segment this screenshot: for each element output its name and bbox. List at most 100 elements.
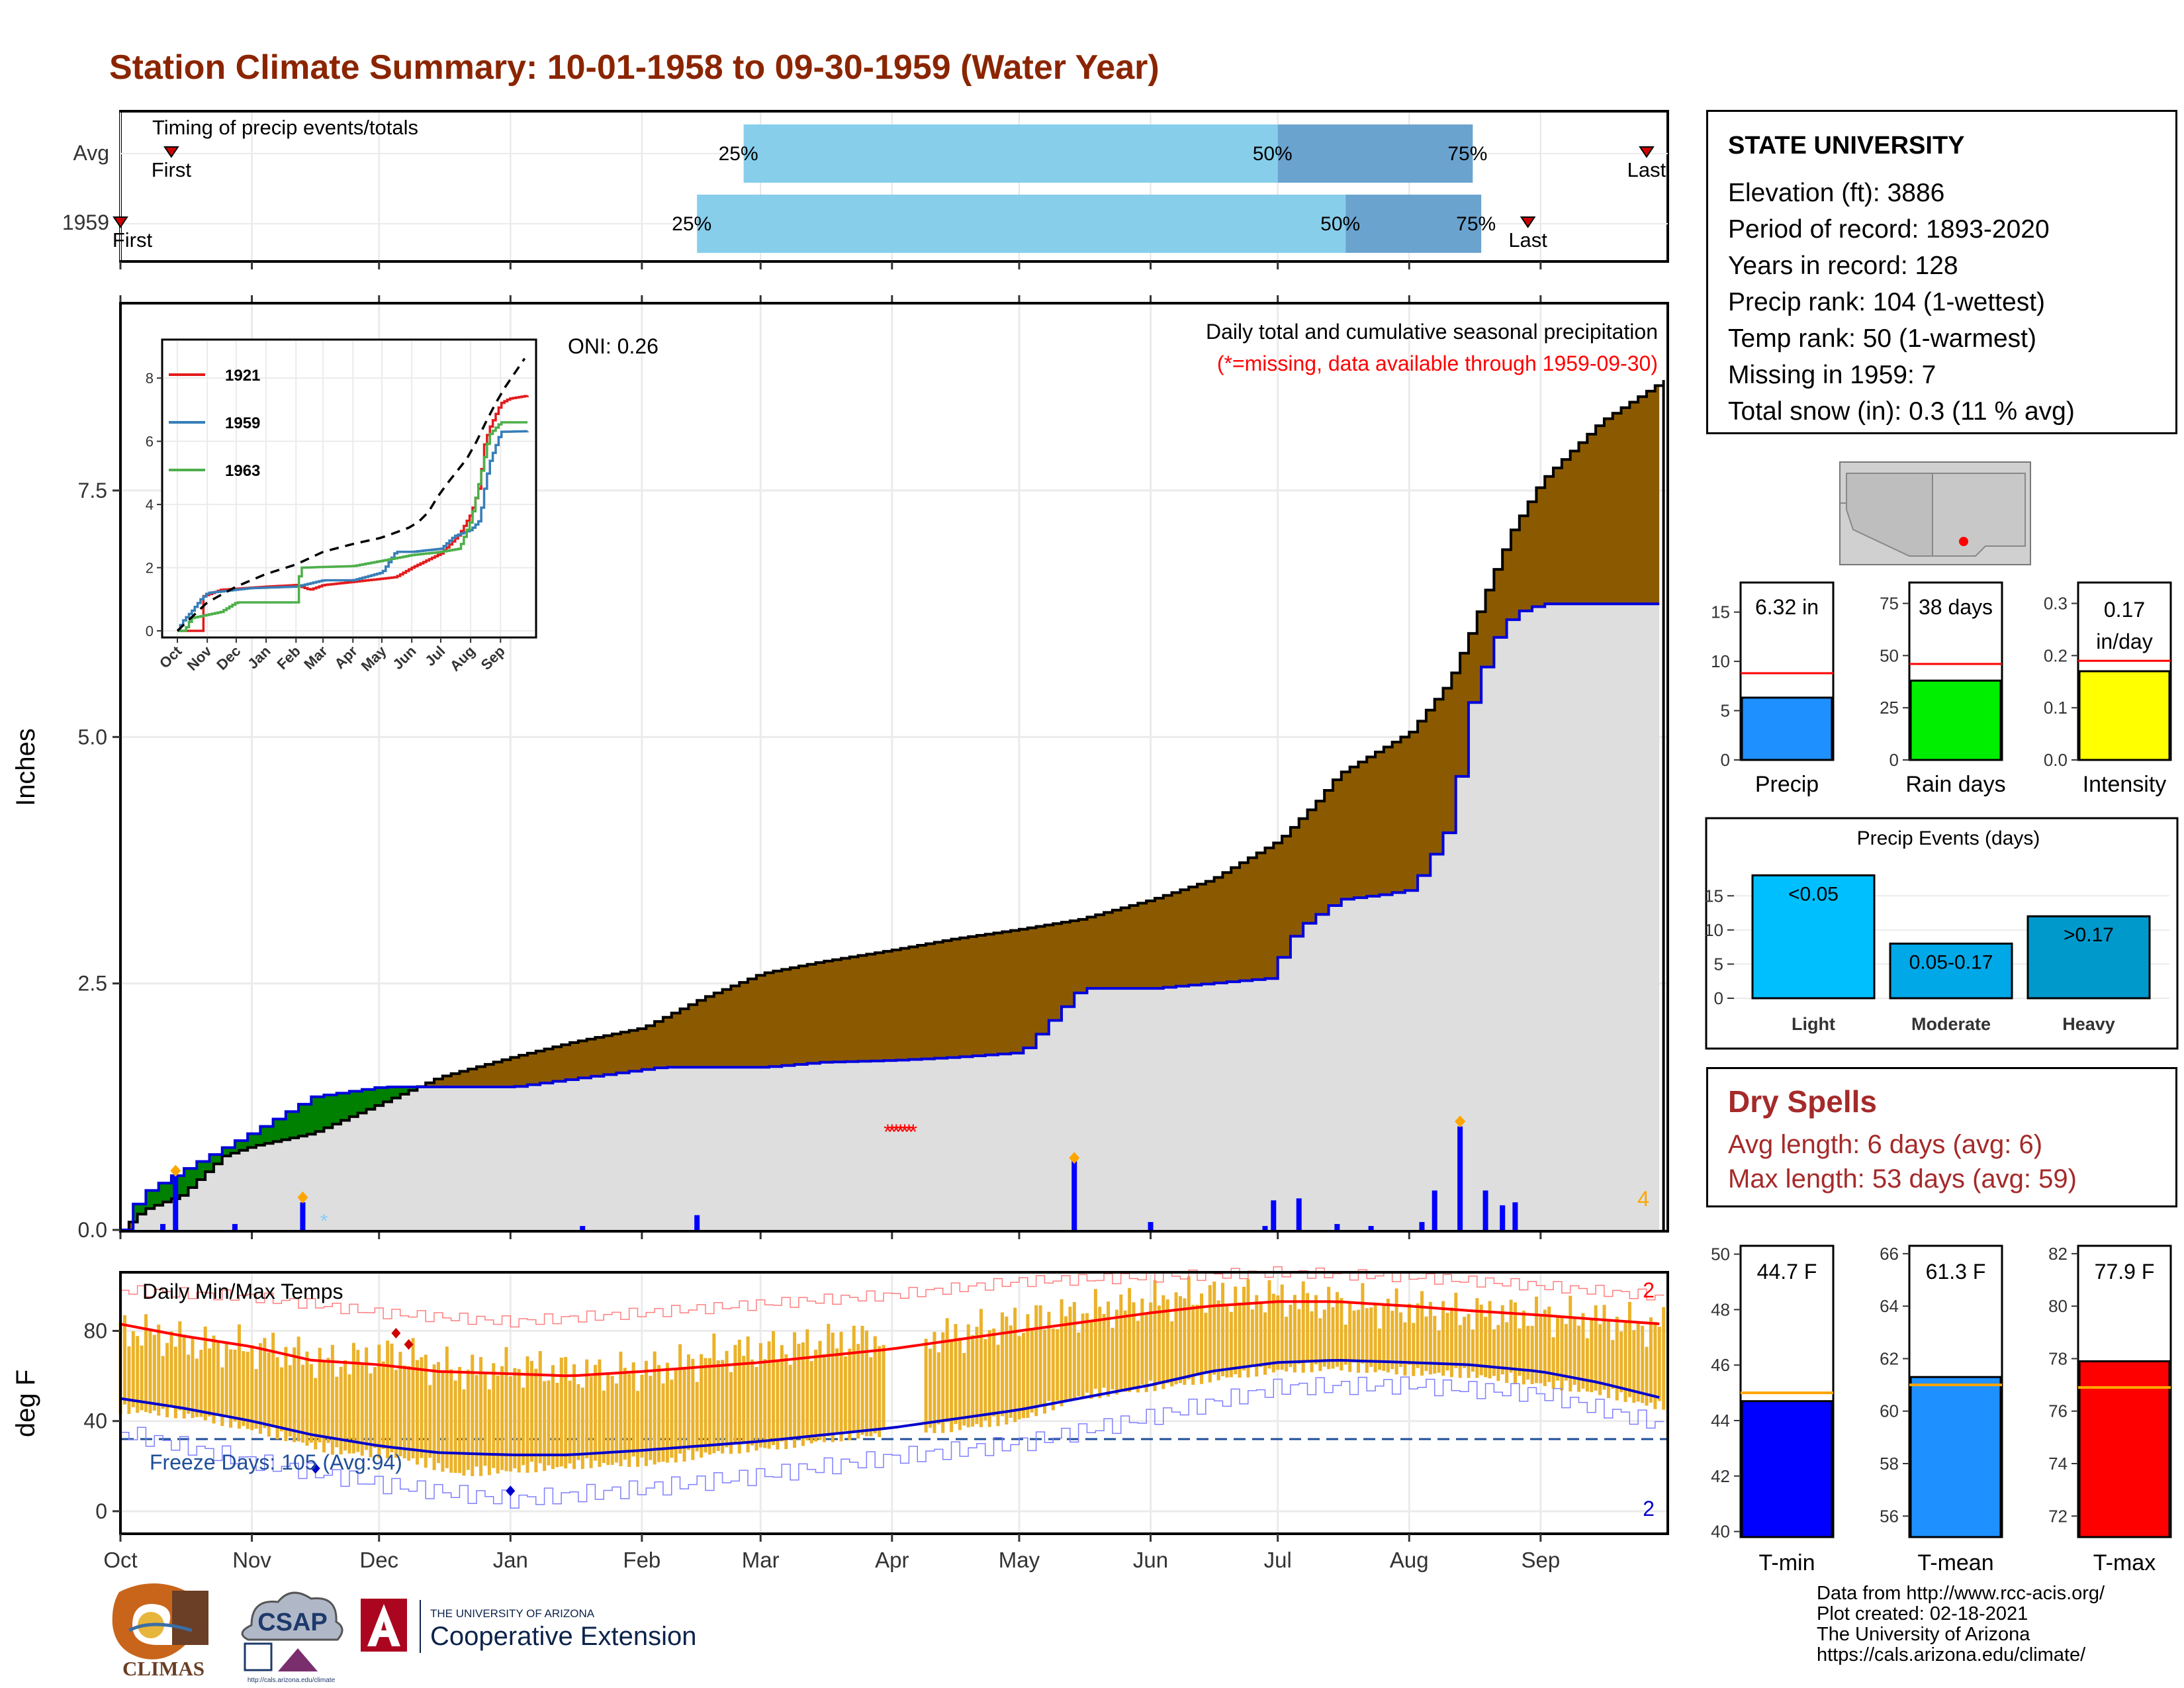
inset-y-tick-label: 2 [146, 560, 154, 577]
temp-summary-y-tick-label: 40 [1711, 1522, 1730, 1542]
missing-marker: * [884, 1120, 891, 1144]
record-max-marker [404, 1338, 414, 1350]
daily-temp-bar [1229, 1311, 1233, 1378]
ua-big-text: Cooperative Extension [430, 1622, 696, 1651]
daily-temp-bar [504, 1346, 508, 1472]
source-site-url: https://cals.arizona.edu/climate/ [1817, 1644, 2086, 1665]
daily-precip-bar [1334, 1224, 1340, 1230]
timing-pct-label: 75% [1456, 213, 1496, 235]
daily-temp-bar [610, 1376, 614, 1465]
page-title: Station Climate Summary: 10-01-1958 to 0… [109, 48, 1160, 87]
daily-temp-bar [856, 1344, 860, 1439]
inset-y-tick-label: 8 [146, 370, 154, 387]
daily-temp-bar [1547, 1306, 1551, 1382]
daily-precip-bar [1071, 1160, 1077, 1230]
daily-temp-bar [1310, 1311, 1314, 1373]
timing-marks: First Last First Last [113, 146, 1666, 252]
daily-temp-bar [365, 1347, 369, 1450]
climas-logo: CLIMAS [112, 1583, 208, 1680]
daily-temp-bar [314, 1378, 318, 1450]
events-category-label: Moderate [1911, 1014, 1991, 1034]
daily-temp-bar [547, 1380, 551, 1466]
daily-temp-bar [1458, 1325, 1462, 1378]
daily-temp-bar [1657, 1327, 1661, 1401]
daily-temp-bar [1047, 1311, 1051, 1401]
daily-temp-bar [445, 1346, 449, 1468]
daily-temp-bar [598, 1359, 602, 1468]
temp-lines [120, 1266, 1664, 1509]
daily-temp-bar [996, 1344, 1000, 1427]
ua-small-text: THE UNIVERSITY OF ARIZONA [430, 1607, 595, 1620]
last-label: Last [1627, 158, 1666, 181]
daily-temp-bar [1191, 1305, 1195, 1385]
precip-panel: ******** 0.02.55.07.5 Daily total and cu… [11, 295, 1669, 1242]
daily-temp-bar [594, 1364, 598, 1461]
daily-precip-bar [300, 1202, 306, 1230]
daily-temp-bar [343, 1360, 347, 1451]
mini-y-tick-label: 10 [1711, 651, 1730, 671]
daily-temp-bar [275, 1357, 279, 1440]
events-category-label: Light [1792, 1014, 1835, 1034]
daily-temp-bar [1293, 1295, 1297, 1373]
daily-temp-bar [1509, 1299, 1513, 1373]
daily-temp-bar [1140, 1298, 1144, 1385]
daily-temp-bar [517, 1369, 521, 1473]
daily-temp-bar [835, 1348, 839, 1432]
daily-temp-bar [1441, 1301, 1445, 1376]
daily-temp-bar [1165, 1299, 1169, 1383]
daily-temp-bar [1577, 1325, 1581, 1392]
precip-events-chart: Precip Events (days) 0 5 10 15 <0.05 Light 0.0… [1704, 817, 2179, 1050]
daily-temp-bar [373, 1367, 377, 1448]
timing-label: Timing of precip events/totals [152, 116, 418, 139]
mini-y-tick-label: 25 [1880, 698, 1899, 718]
daily-temp-bar [700, 1354, 704, 1458]
timing-pct-label: 50% [1320, 213, 1360, 235]
daily-temp-bar [945, 1318, 949, 1423]
daily-temp-bar [483, 1372, 487, 1466]
daily-temp-bar [843, 1356, 847, 1431]
daily-temp-bar [852, 1325, 856, 1433]
daily-temp-bar [1627, 1301, 1631, 1397]
daily-temp-bar [1107, 1301, 1111, 1397]
daily-temp-bar [1178, 1295, 1182, 1383]
temp-summary-y-tick-label: 64 [1880, 1296, 1899, 1316]
daily-temp-bar [1318, 1318, 1322, 1372]
daily-temp-bar [929, 1348, 933, 1428]
daily-temp-bar [1234, 1286, 1238, 1375]
daily-temp-bar [1386, 1298, 1390, 1373]
daily-temp-bar [1212, 1281, 1216, 1375]
daily-precip-bar [1148, 1222, 1154, 1230]
daily-temp-bar [1623, 1321, 1627, 1402]
temp-summary-y-tick-label: 62 [1880, 1348, 1899, 1368]
daily-temp-bar [987, 1330, 991, 1427]
avg-min-line [120, 1358, 1660, 1456]
daily-temp-bar [1263, 1312, 1267, 1375]
daily-temp-bar [233, 1349, 237, 1422]
daily-temp-bar [237, 1324, 241, 1429]
daily-precip-bar [173, 1176, 179, 1230]
daily-temp-bar [534, 1368, 538, 1473]
daily-temp-bar [529, 1360, 533, 1462]
daily-temp-bar [784, 1354, 788, 1450]
daily-temp-bar [831, 1333, 835, 1442]
daily-temp-bar [131, 1331, 135, 1407]
daily-temp-bar [1632, 1330, 1636, 1403]
month-tick-label: Jan [493, 1548, 528, 1572]
daily-temp-bar [1403, 1322, 1407, 1376]
daily-temp-bar [1098, 1307, 1102, 1399]
daily-temp-bar [216, 1341, 220, 1416]
daily-temp-bar [686, 1354, 690, 1450]
daily-temp-bar [1416, 1303, 1420, 1368]
daily-temp-bar [1530, 1325, 1534, 1384]
daily-temp-bar [763, 1359, 767, 1448]
station-precip-rank: Precip rank: 104 (1-wettest) [1728, 288, 2046, 316]
station-missing: Missing in 1959: 7 [1728, 361, 1936, 389]
temp-summary-y-tick-label: 82 [2048, 1244, 2068, 1264]
daily-temp-bar [1000, 1312, 1004, 1417]
daily-temp-bar [398, 1352, 402, 1457]
daily-temp-bar [678, 1344, 682, 1454]
daily-temp-bar [1556, 1317, 1560, 1381]
temp-summary-y-tick-label: 50 [1711, 1244, 1730, 1264]
precip-daily-bars [160, 1126, 1518, 1230]
daily-temp-bar [1653, 1322, 1657, 1409]
